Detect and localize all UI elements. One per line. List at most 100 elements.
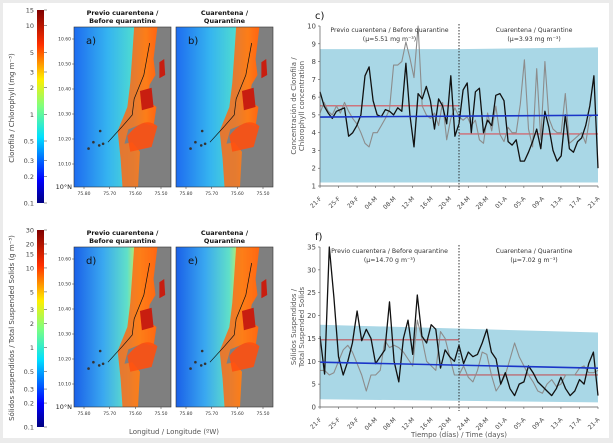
y-tick-label: 25 [307,289,316,297]
x-tick-label: 01-A [494,195,509,210]
panel-label: a) [86,36,96,47]
y-axis-label-line2: Chlorophyll concentration [298,61,306,151]
x-tick-label: 21-A [587,416,602,431]
y-tick-label: 6 [312,94,317,102]
island [98,129,102,133]
lat-origin-label: 10°N [56,183,73,191]
lon-tick-label: 75.70 [205,191,218,197]
colorbar-tick-label: 15 [26,7,34,15]
bay-water [139,87,154,111]
x-tick-label: 21-F [309,416,324,431]
after-mean-label: (μ=3.93 mg m⁻³) [507,36,560,43]
after-mean-label: (μ=7.02 g m⁻³) [510,257,557,264]
y-axis-label-line1: Sólidos Suspendidos / [290,288,298,365]
before-period-label: Previo cuarentera / Before quarantine [331,248,448,255]
lon-tick-label: 75.60 [129,411,142,417]
y-tick-label: 20 [307,312,316,320]
panel-label: b) [188,36,198,47]
lon-tick-label: 75.80 [180,191,193,197]
map-border [73,26,172,188]
lat-tick-label: 10.10 [58,382,71,388]
x-axis-label: Tiempo (días) / Time (days) [410,431,507,439]
island [189,367,192,370]
panel-title-line2: Quarantine [204,237,246,245]
lon-tick-label: 75.50 [155,411,168,417]
harbor-water [229,342,260,372]
colorbar-tick-label: 10 [26,264,34,272]
island [97,364,101,367]
y-tick-label: 7 [312,76,316,84]
x-tick-label: 21-A [587,195,602,210]
y-tick-label: 10 [307,23,316,31]
colorbar-tick-label: 0.3 [24,157,34,165]
island [101,142,105,146]
trend-line [319,114,599,118]
map-border [175,246,274,408]
chlorophyll-colorbar: 15 10 5 3 2 1 0.5 0.3 0.2 0.1 Clorofila / Chlorop… [8,7,47,208]
bay-water [241,307,256,331]
panel-title-line1: Previo cuarentena / [87,229,159,237]
colorbar-gradient [37,10,44,203]
x-tick-label: 12-M [401,416,417,432]
panel-label: d) [86,256,96,267]
map-content [176,247,273,407]
before-mean-label: (μ=5.51 mg m⁻³) [363,36,416,43]
island [97,144,101,147]
island [92,360,95,364]
lat-tick-label: 10.30 [58,112,71,118]
y-tick-label: 5 [312,381,316,389]
lagoon-water [261,279,268,299]
harbor-water [127,122,158,152]
colorbar-tick-label: 2 [30,320,34,328]
y-axis-label-line2: Total Suspended Solids [298,286,306,368]
lat-tick-label: 10.20 [58,357,71,363]
colorbar-tick-label: 0.2 [24,173,34,181]
lon-tick-label: 75.80 [180,411,193,417]
island [203,142,207,146]
colorbar-tick-label: 3 [30,68,34,76]
panel-title-line2: Quarantine [204,17,246,25]
x-tick-label: 04-M [363,416,379,432]
lat-origin-label: 10°N [56,403,73,411]
lat-tick-label: 10.50 [58,282,71,288]
colorbar-tick-label: 1 [30,344,34,352]
colorbar-tick-label: 15 [26,250,34,258]
confidence-band [320,324,598,403]
x-tick-label: 01-A [494,416,509,431]
x-tick-label: 09-A [531,195,546,210]
coastline [209,42,253,143]
lon-tick-label: 75.70 [205,411,218,417]
x-tick-label: 28-M [475,195,491,211]
coastline [107,262,151,363]
x-tick-label: 08-M [382,195,398,211]
lat-tick-label: 10.50 [58,62,71,68]
map-panel: d) Previo cuarentena /Before quarantine 75… [56,229,172,417]
y-tick-label: 0 [312,404,316,412]
lat-tick-label: 10.30 [58,332,71,338]
lon-tick-label: 75.50 [257,411,270,417]
map-border [73,246,172,408]
y-tick-label: 15 [307,335,316,343]
lon-tick-label: 75.70 [103,191,116,197]
x-tick-label: 12-M [401,195,417,211]
y-tick-label: 2 [312,165,316,173]
colorbar-tick-label: 0.1 [24,200,34,208]
panel-title-line1: Cuarentena / [201,9,249,17]
map-panel: a) Previo cuarentena /Before quarantine 75… [56,9,172,197]
colorbar-tick-label: 0.3 [24,386,34,394]
x-tick-label: 29-F [346,416,361,431]
x-tick-label: 21-F [309,195,324,210]
time-series-chart: 0 5 10 15 20 25 30 35 21-F 25-F 29-F 04-M 08-M 12-M 16… [290,232,602,439]
before-period-label: Previo cuarentena / Before quarantine [330,27,448,34]
colorbar-tick-label: 20 [26,241,34,249]
colorbar-gradient [37,230,44,427]
lat-tick-label: 10.40 [58,307,71,313]
island [92,140,95,144]
y-tick-label: 4 [312,129,317,137]
island [194,360,197,364]
panel-title-line1: Cuarentena / [201,229,249,237]
lon-tick-label: 75.60 [129,191,142,197]
x-tick-label: 16-M [419,195,435,211]
lagoon-water [159,279,166,299]
